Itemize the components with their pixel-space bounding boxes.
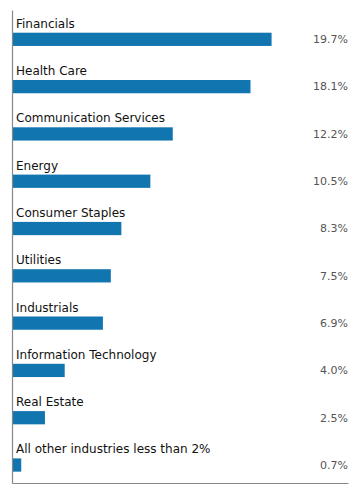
y-axis-line <box>12 11 13 484</box>
category-label: Utilities <box>16 253 61 267</box>
category-label: Real Estate <box>16 395 84 409</box>
bar <box>12 411 45 424</box>
category-label: Financials <box>16 17 75 31</box>
category-label: Communication Services <box>16 111 165 125</box>
bar <box>12 364 65 377</box>
data-label: 4.0% <box>320 364 348 377</box>
bar <box>12 317 103 330</box>
category-label: Energy <box>16 159 58 173</box>
bar <box>12 269 111 282</box>
x-axis <box>13 483 349 484</box>
chart: Financials Health Care Communication Servi… <box>0 0 360 497</box>
bar <box>12 80 250 93</box>
data-label: 6.9% <box>320 317 348 330</box>
bar <box>12 222 121 235</box>
category-label: Industrials <box>16 301 79 315</box>
data-labels: 19.7% 18.1% 12.2% 10.5% 8.3% 7.5% 6.9% 4.0% 2.5%… <box>313 33 348 472</box>
category-label: Information Technology <box>16 348 157 362</box>
bar <box>12 127 173 140</box>
data-label: 8.3% <box>320 222 348 235</box>
category-label: Health Care <box>16 64 87 78</box>
data-label: 12.2% <box>313 128 348 141</box>
plot: Financials Health Care Communication Servi… <box>12 11 349 484</box>
bar <box>12 458 21 471</box>
data-label: 7.5% <box>320 270 348 283</box>
bar <box>12 175 150 188</box>
category-labels: Financials Health Care Communication Servi… <box>16 17 210 457</box>
category-label: Consumer Staples <box>16 206 125 220</box>
data-label: 2.5% <box>320 412 348 425</box>
data-label: 0.7% <box>320 459 348 472</box>
bars <box>12 33 272 472</box>
y-axis <box>12 11 13 484</box>
data-label: 10.5% <box>313 175 348 188</box>
bar <box>12 33 272 46</box>
category-label: All other industries less than 2% <box>16 442 210 456</box>
data-label: 18.1% <box>313 80 348 93</box>
x-axis-line <box>13 483 349 484</box>
data-label: 19.7% <box>313 33 348 46</box>
